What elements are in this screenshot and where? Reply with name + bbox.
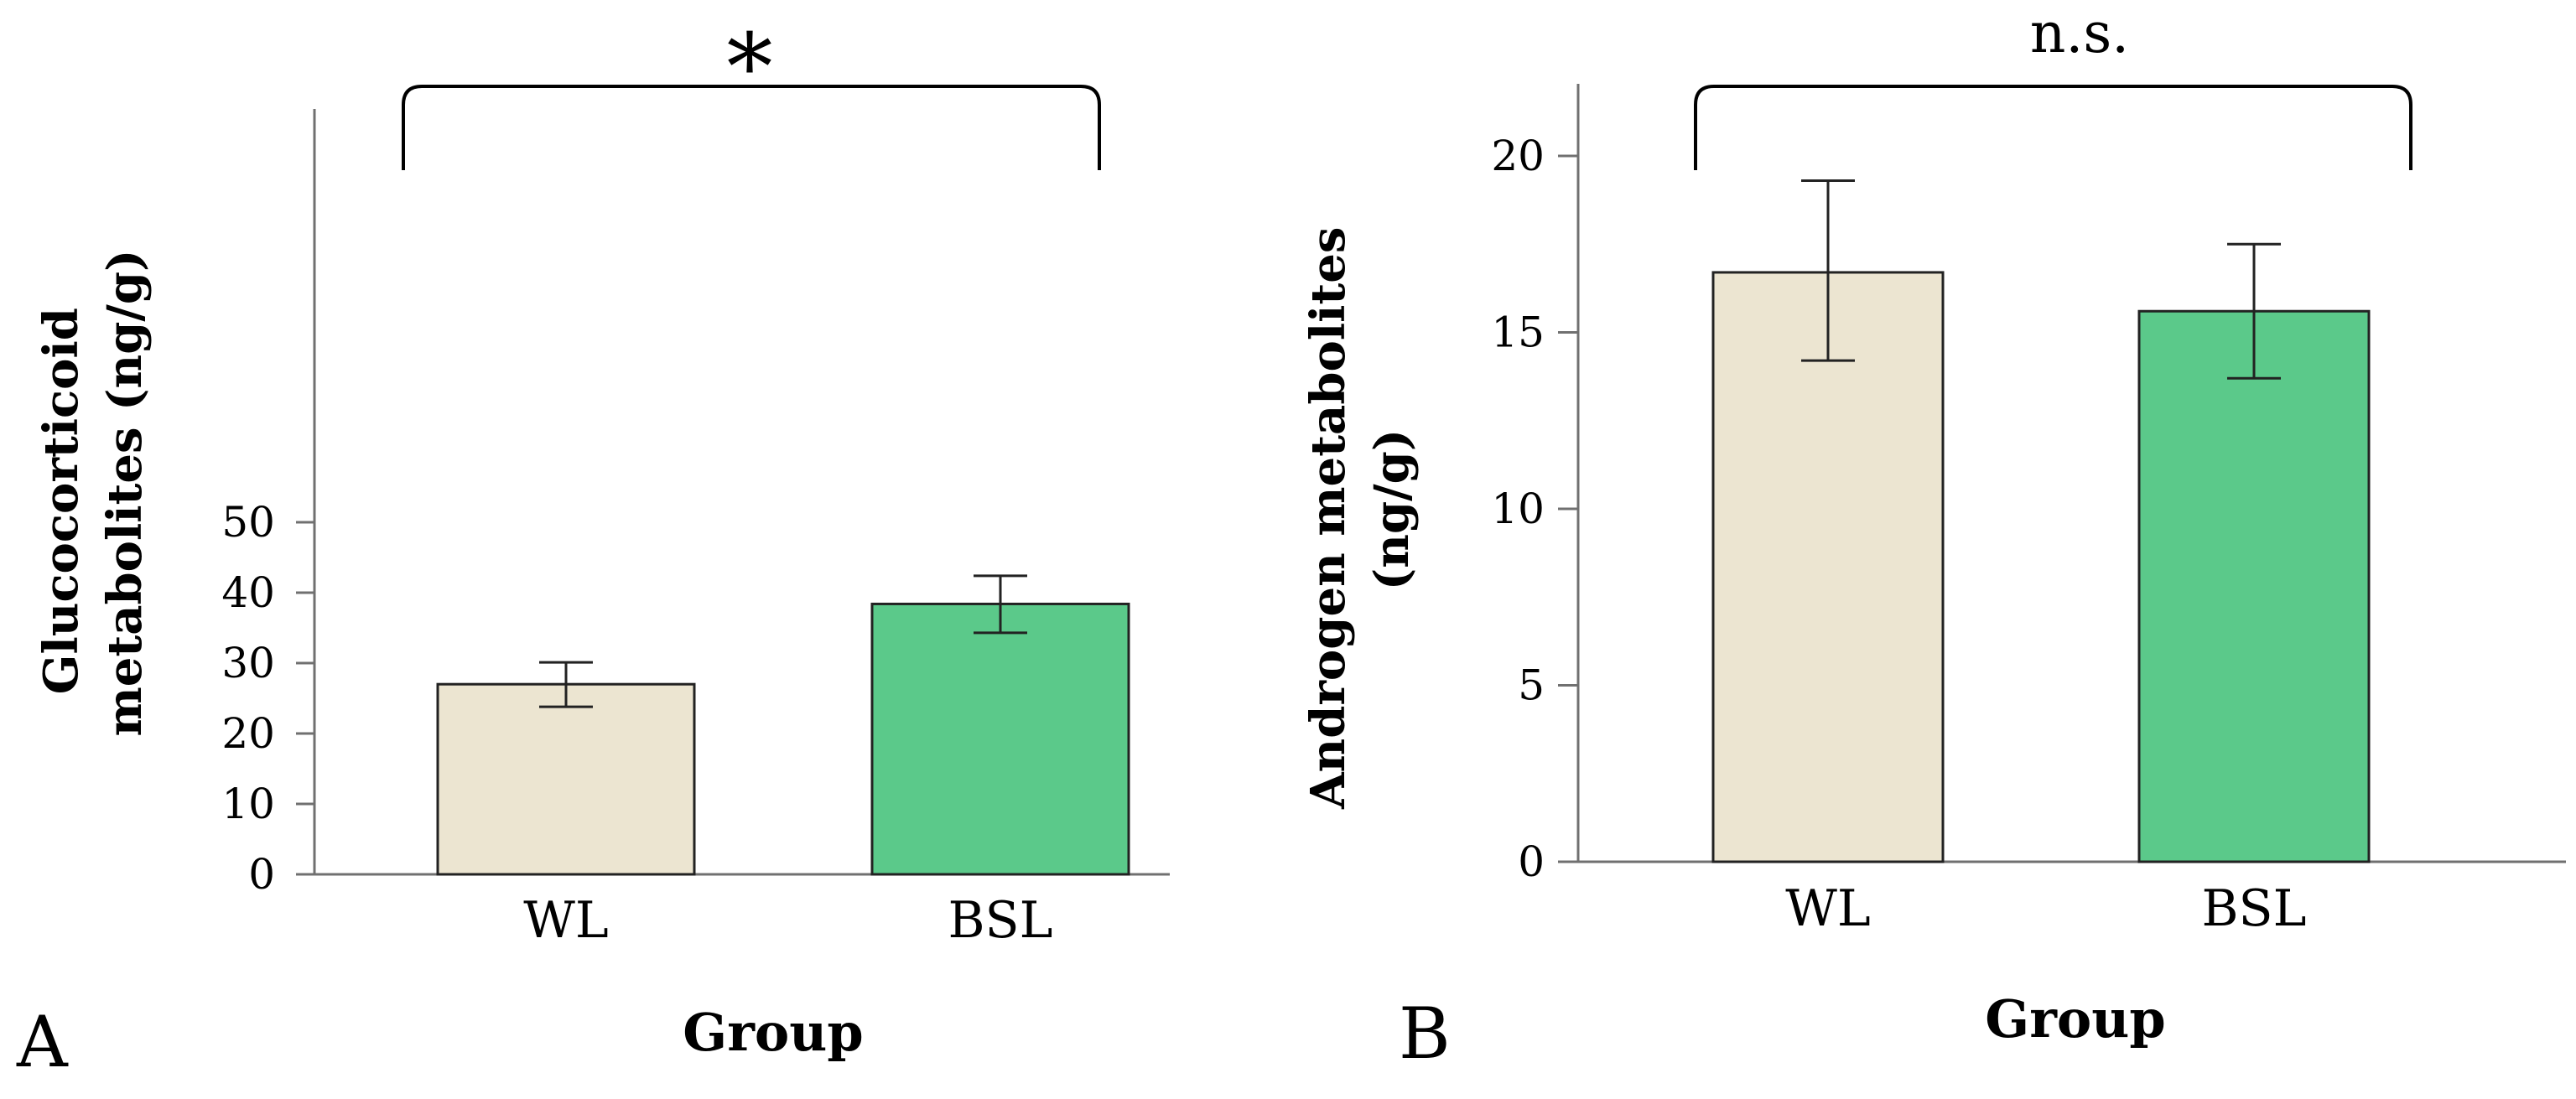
panel-b-y-tick-label: 5 (1518, 661, 1545, 710)
panel-a-bar-wl (436, 682, 696, 876)
panel-a-y-axis-title-line-1: Glucocorticoid (34, 308, 89, 694)
panel-a-y-tick-label: 50 (221, 498, 275, 547)
panel-b-x-axis-title: Group (1985, 988, 2165, 1050)
panel-b-bar-bsl (2137, 309, 2371, 863)
panel-b-y-tick-label: 0 (1518, 837, 1545, 886)
panel-a-significance-label: * (727, 13, 773, 121)
panel-b-bar-wl (1711, 271, 1945, 863)
panel-a-y-axis-title: Glucocorticoid metabolites (ng/g) (34, 249, 153, 736)
panel-b-significance-label: n.s. (2030, 1, 2129, 65)
panel-b-letter: B (1399, 993, 1451, 1075)
panel-b-category-label: WL (1785, 879, 1871, 938)
panel-b-error-bar-wl (1801, 179, 1855, 362)
panel-a-y-tick-label: 0 (248, 850, 275, 899)
panel-a-significance-bracket (402, 85, 1101, 170)
panel-a-y-tick-label: 20 (221, 709, 275, 758)
panel-a-y-tick-label: 10 (221, 780, 275, 828)
panel-b-significance-bracket (1694, 85, 2412, 170)
panel-a-error-bar-bsl (974, 574, 1027, 635)
panel-b-chart: 0 5 10 15 20 WL BSL n.s. Androgen metabolites… (1301, 1, 2566, 1075)
panel-b-category-label: BSL (2201, 879, 2306, 938)
panel-b-y-axis-title: Androgen metabolites (ng/g) (1301, 210, 1420, 810)
panel-a-y-tick-label: 30 (221, 639, 275, 687)
panel-b-y-tick-label: 10 (1491, 485, 1545, 533)
panel-b-error-bar-bsl (2227, 242, 2281, 380)
panel-a-bar-bsl (870, 602, 1130, 876)
panel-a-error-bar-wl (539, 661, 593, 708)
panel-a-category-label: BSL (948, 891, 1052, 950)
panel-a-y-axis-title-line-2: metabolites (ng/g) (97, 249, 153, 736)
panel-a-category-label: WL (523, 891, 609, 950)
panel-b-y-axis-title-line-2: (ng/g) (1364, 429, 1420, 590)
panel-a-letter: A (16, 1001, 69, 1083)
panel-a-y-tick-label: 40 (221, 568, 275, 617)
panel-b-y-tick-label: 20 (1491, 132, 1545, 180)
panel-b-y-tick-label: 15 (1491, 308, 1545, 357)
panel-b-y-axis-title-line-1: Androgen metabolites (1301, 227, 1356, 810)
panel-a-chart: 0 10 20 30 40 50 WL BSL * Glucocorticoid metab… (16, 13, 1170, 1083)
panel-a-x-axis-title: Group (683, 1002, 863, 1063)
